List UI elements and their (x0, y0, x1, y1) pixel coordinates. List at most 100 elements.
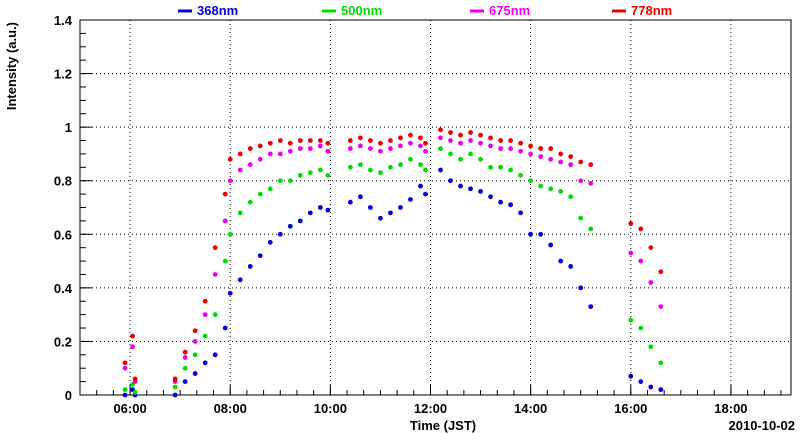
data-point (267, 151, 273, 157)
data-point (297, 172, 303, 178)
data-point (638, 325, 644, 331)
data-point (122, 387, 128, 393)
data-point (357, 162, 363, 168)
data-point (658, 269, 664, 275)
data-point (347, 138, 353, 143)
data-point (423, 167, 428, 173)
y-tick-label: 0.8 (54, 174, 72, 189)
series-500nm (122, 146, 664, 395)
data-point (237, 167, 243, 173)
data-point (418, 143, 423, 149)
data-point (368, 146, 373, 151)
data-point (488, 194, 493, 200)
data-point (122, 392, 128, 398)
data-point (212, 245, 218, 251)
data-point (468, 130, 473, 135)
data-point (317, 143, 323, 149)
data-point (528, 151, 534, 157)
data-point (212, 312, 218, 318)
data-point (528, 231, 534, 237)
data-point (408, 140, 413, 146)
data-point (568, 264, 574, 269)
data-point (638, 379, 644, 385)
data-point (388, 164, 393, 170)
data-point (227, 156, 233, 162)
data-point (488, 143, 493, 149)
data-point (438, 135, 443, 141)
data-point (498, 199, 503, 205)
data-point (368, 205, 373, 210)
x-tick-label: 12:00 (414, 401, 447, 416)
data-point (257, 143, 263, 149)
data-point (247, 264, 253, 269)
data-point (307, 210, 313, 216)
data-point (227, 290, 233, 296)
data-point (297, 146, 303, 151)
data-point (458, 183, 463, 189)
data-point (538, 231, 544, 237)
x-tick-label: 18:00 (714, 401, 747, 416)
data-point (448, 178, 453, 184)
data-point (408, 197, 413, 202)
data-point (122, 365, 128, 371)
data-point (357, 143, 363, 149)
data-point (498, 146, 503, 151)
data-point (287, 178, 293, 184)
data-point (317, 138, 323, 143)
legend-label: 368nm (197, 3, 238, 18)
data-point (388, 138, 393, 143)
data-point (237, 277, 243, 283)
y-tick-label: 0.6 (54, 227, 72, 242)
data-point (548, 242, 554, 248)
x-axis-title: Time (JST) (410, 418, 476, 433)
legend-label: 778nm (631, 3, 672, 18)
y-tick-label: 0.2 (54, 334, 72, 349)
data-point (277, 138, 283, 143)
x-tick-label: 06:00 (113, 401, 146, 416)
data-point (418, 183, 423, 189)
data-point (498, 164, 503, 170)
data-point (368, 167, 373, 173)
data-point (202, 298, 208, 304)
data-point (192, 352, 198, 358)
y-tick-label: 0.4 (54, 281, 73, 296)
data-point (287, 223, 293, 229)
series-368nm (122, 167, 664, 398)
data-point (578, 215, 584, 221)
data-point (518, 148, 524, 154)
data-point (227, 231, 233, 237)
data-point (578, 178, 584, 184)
data-point (458, 140, 463, 146)
data-point (172, 376, 178, 382)
plot-frame (79, 19, 792, 396)
data-point (257, 253, 263, 259)
data-point (378, 140, 383, 146)
data-point (182, 349, 188, 355)
data-point (398, 135, 403, 141)
data-point (648, 344, 654, 350)
data-point (418, 135, 423, 141)
data-point (638, 258, 644, 264)
x-tick-label: 16:00 (614, 401, 647, 416)
data-point (628, 373, 634, 379)
data-point (378, 148, 383, 154)
data-point (368, 138, 373, 143)
data-point (528, 143, 534, 149)
data-point (317, 205, 323, 210)
data-point (648, 280, 654, 285)
data-point (538, 146, 544, 151)
data-point (568, 194, 574, 200)
data-point (257, 191, 263, 197)
data-point (182, 379, 188, 385)
data-point (658, 304, 664, 310)
data-point (277, 178, 283, 184)
data-point (222, 258, 228, 264)
data-point (398, 205, 403, 210)
data-point (247, 162, 253, 168)
x-tick-label: 14:00 (514, 401, 547, 416)
data-point (378, 170, 383, 176)
y-axis-title: Intensity (a.u.) (4, 22, 19, 110)
data-point (423, 191, 428, 197)
y-tick-label: 0 (65, 388, 72, 403)
